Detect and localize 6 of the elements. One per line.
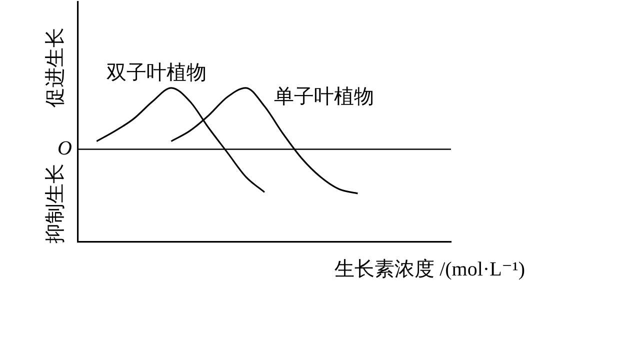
ref-line-label: O [58,137,72,160]
series-label: 双子叶植物 [106,62,206,84]
x-axis-title: 生长素浓度 /(mol·L⁻¹) [334,258,525,280]
text: 抑制生长 [44,164,66,244]
text: 促进生长 [44,28,66,108]
series-label: 单子叶植物 [274,86,374,108]
